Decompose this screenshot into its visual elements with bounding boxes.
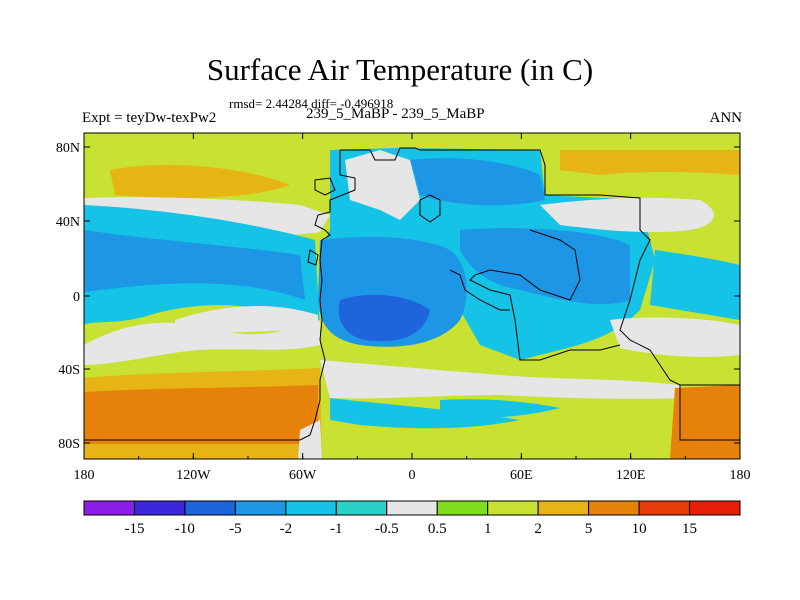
coastline-east: [340, 147, 740, 441]
lon-tick-label: 60E: [510, 468, 533, 483]
lat-tick-label: 0: [73, 290, 80, 305]
colorbar-swatch: [638, 500, 691, 516]
field-neutral-southern-band: [320, 360, 690, 399]
colorbar-label: -5: [229, 521, 242, 537]
field-neutral-east-pacific: [610, 317, 740, 358]
colorbar-label: -15: [124, 521, 144, 537]
field-cooler-east: [460, 228, 630, 305]
lat-tick-label: 40N: [56, 215, 80, 230]
lon-tick-label: 60W: [289, 468, 317, 483]
coastline-north-inlet: [314, 177, 336, 196]
coastline-interior-sea: [469, 229, 621, 361]
colorbar-label: -2: [280, 521, 293, 537]
colorbar-label: 10: [632, 521, 647, 537]
colorbar-swatch: [133, 500, 186, 516]
field-neutral-north-interior: [345, 150, 420, 220]
field-warm-north-pacific: [110, 165, 290, 198]
lat-tick-label: 80S: [58, 437, 80, 452]
coastline-interior-sea-south: [449, 269, 510, 311]
colorbar-swatch: [335, 500, 388, 516]
plot-title: Surface Air Temperature (in C): [206, 52, 594, 87]
field-neutral-northeast: [540, 197, 714, 233]
coastline: [84, 147, 740, 441]
lon-tick-label: 120E: [616, 468, 646, 483]
colorbar-label: 1: [484, 521, 492, 537]
map-field: [84, 133, 740, 459]
colorbar-label: 5: [585, 521, 593, 537]
colorbar-swatch: [386, 500, 438, 516]
colorbar-swatch: [689, 500, 741, 516]
colorbar-swatch: [588, 500, 640, 516]
field-neutral-pacific-streak: [175, 305, 318, 333]
colorbar: -15 -10 -5 -2 -1 -0.5 0.5 1 2 5 10 15: [83, 500, 741, 537]
lon-tick-label: 180: [730, 468, 751, 483]
lon-tick-label: 0: [409, 468, 416, 483]
field-cooler-north: [410, 158, 545, 206]
colorbar-swatch: [83, 500, 135, 516]
colorbar-swatch: [537, 500, 590, 516]
lat-tick-label: 40S: [58, 363, 80, 378]
field-coldest-core: [338, 294, 430, 342]
colorbar-label: -10: [175, 521, 195, 537]
lat-tick-label: 80N: [56, 141, 80, 156]
experiment-label: Expt = teyDw-texPw2: [82, 110, 217, 126]
coastline-west: [84, 150, 356, 441]
coastline-island: [419, 194, 441, 223]
field-warm-northeast: [560, 150, 740, 175]
lon-tick-label: 180: [74, 468, 95, 483]
lon-tick-label: 120W: [176, 468, 211, 483]
field-cool-southern: [330, 398, 520, 429]
colorbar-label: 0.5: [428, 521, 447, 537]
axis-ticks: 180 120W 60W 0 60E 120E 180 80N 40N 0 40S 80S: [56, 133, 751, 483]
colorbar-swatch: [487, 500, 539, 516]
field-cool-southern-patch: [440, 399, 560, 418]
colorbar-label: 15: [682, 521, 697, 537]
colorbar-label: 2: [534, 521, 542, 537]
colorbar-swatch: [184, 500, 236, 516]
field-neutral-southwest: [298, 420, 322, 459]
center-label: 239_5_MaBP - 239_5_MaBP: [306, 106, 485, 122]
field-cooler-pacific: [84, 230, 305, 300]
colorbar-label: -0.5: [375, 521, 399, 537]
colorbar-swatch: [436, 500, 489, 516]
field-hot-south-pacific: [84, 385, 318, 444]
colorbar-swatch: [234, 500, 287, 516]
colorbar-swatch: [285, 500, 337, 516]
field-neutral-south-pacific: [84, 320, 320, 365]
season-label: ANN: [709, 110, 743, 126]
stats-label: rmsd= 2.44284 diff= -0.496918: [229, 96, 394, 111]
field-cool-east-pacific: [650, 250, 740, 320]
colorbar-label: -1: [330, 521, 343, 537]
coastline-small-island: [307, 249, 319, 266]
